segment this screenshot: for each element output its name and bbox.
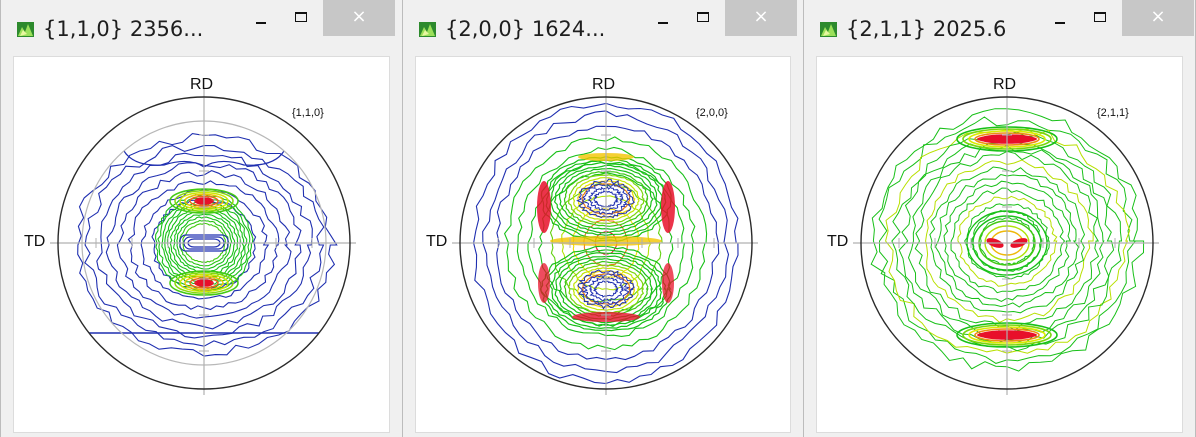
contour-line — [572, 176, 640, 221]
contour-line — [563, 260, 649, 317]
plane-family-label: {2,1,1} — [1097, 107, 1129, 119]
rd-axis-label: RD — [190, 76, 214, 93]
window-title: {1,1,0} 2356... — [43, 17, 204, 41]
plane-family-label: {2,0,0} — [696, 107, 728, 119]
peak-maximum — [661, 181, 675, 233]
contour-map — [76, 133, 338, 357]
maximize-button[interactable] — [683, 0, 723, 36]
maximize-button[interactable] — [281, 0, 321, 36]
maximize-button[interactable] — [1080, 0, 1120, 36]
contour-line — [127, 180, 280, 311]
minimize-button[interactable] — [643, 0, 683, 36]
pole-figure-app-icon — [419, 22, 436, 37]
pole-figure-app-icon — [17, 22, 34, 37]
pole-figure-window-110[interactable]: {1,1,0} 2356... × RD TD {1,1,0} — [0, 0, 403, 437]
pole-figure-plot — [853, 89, 1159, 395]
contour-line — [957, 195, 1058, 287]
contour-line — [891, 131, 1123, 352]
contour-line — [559, 167, 655, 230]
contour-line — [105, 162, 302, 330]
rd-axis-label: RD — [993, 76, 1017, 93]
rd-axis-label: RD — [592, 76, 616, 93]
projection-circle — [57, 96, 351, 390]
contour-line — [582, 183, 631, 216]
contour-line — [943, 180, 1072, 302]
pole-figure-plot — [50, 89, 356, 395]
contour-line — [550, 161, 663, 237]
contour-line — [577, 180, 636, 218]
contour-line — [182, 222, 227, 264]
contour-line — [592, 280, 619, 298]
contour-line — [577, 269, 635, 310]
peak-maximum — [537, 181, 551, 233]
contour-line — [527, 160, 686, 328]
td-axis-label: TD — [24, 233, 46, 250]
contour-line — [587, 185, 624, 212]
title-bar[interactable]: {1,1,0} 2356... × — [1, 0, 402, 44]
contour-line — [169, 210, 239, 277]
contour-line — [563, 171, 649, 227]
contour-line — [503, 136, 708, 351]
window-title: {2,1,1} 2025.6 — [846, 17, 1007, 41]
projection-circle — [860, 96, 1154, 390]
contour-line — [77, 133, 338, 357]
contour-line — [581, 273, 630, 305]
contour-line — [907, 145, 1105, 336]
close-button[interactable]: × — [323, 0, 395, 36]
contour-line — [482, 110, 730, 374]
minimize-button[interactable] — [1040, 0, 1080, 36]
contour-line — [96, 152, 313, 339]
contour-line — [878, 116, 1137, 364]
title-bar[interactable]: {2,0,0} 1624... × — [403, 0, 803, 44]
minimize-button[interactable] — [241, 0, 281, 36]
contour-line — [885, 128, 1131, 354]
plot-area: RD TD {2,1,1} — [816, 56, 1183, 433]
contour-line — [173, 213, 236, 273]
pole-figure-app-icon — [820, 22, 837, 37]
contour-line — [516, 146, 696, 337]
td-axis-label: TD — [827, 233, 849, 250]
contour-line — [496, 125, 720, 361]
contour-line — [929, 166, 1086, 314]
contour-line — [568, 174, 645, 225]
td-axis-label: TD — [426, 233, 448, 250]
plane-family-label: {1,1,0} — [292, 107, 324, 119]
contour-line — [155, 193, 254, 293]
contour-line — [581, 183, 631, 215]
contour-line — [576, 178, 635, 219]
contour-line — [964, 203, 1050, 280]
contour-line — [587, 276, 625, 302]
contour-line — [473, 102, 739, 385]
close-button[interactable]: × — [725, 0, 797, 36]
contour-line — [553, 164, 658, 234]
contour-line — [925, 159, 1094, 323]
window-title: {2,0,0} 1624... — [445, 17, 606, 41]
projection-circle — [459, 96, 753, 390]
contour-line — [914, 150, 1100, 331]
plot-area: RD TD {1,1,0} — [13, 56, 390, 433]
contour-line — [576, 269, 636, 308]
title-bar[interactable]: {2,1,1} 2025.6 × — [804, 0, 1195, 44]
close-button[interactable]: × — [1122, 0, 1194, 36]
peak-maximum — [538, 263, 550, 303]
contour-line — [950, 187, 1066, 294]
contour-line — [567, 264, 645, 314]
contour-line — [979, 217, 1036, 266]
peak-maximum — [662, 263, 674, 303]
contour-line — [549, 252, 663, 326]
contour-line — [934, 173, 1080, 308]
pole-figure-plot — [452, 89, 758, 395]
contour-line — [116, 169, 292, 319]
contour-line — [898, 139, 1115, 344]
pole-figure-window-211[interactable]: {2,1,1} 2025.6 × RD TD {2,1,1} — [803, 0, 1196, 437]
plot-area: RD TD {2,0,0} — [415, 56, 791, 433]
contour-line — [870, 108, 1145, 372]
contour-line — [593, 189, 620, 208]
contour-map — [473, 102, 739, 385]
contour-line — [572, 267, 640, 312]
contour-line — [176, 216, 233, 270]
pole-figure-window-200[interactable]: {2,0,0} 1624... × RD TD {2,0,0} — [402, 0, 804, 437]
